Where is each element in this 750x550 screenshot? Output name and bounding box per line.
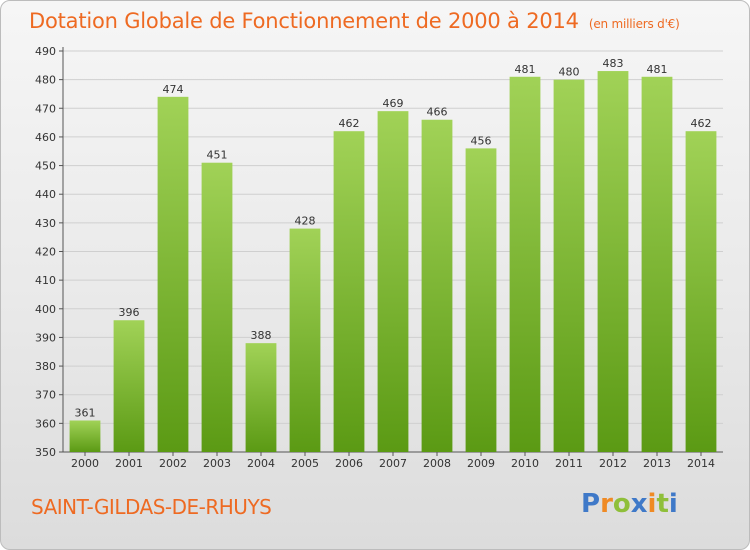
data-label: 456 [471,134,492,147]
data-label: 428 [295,215,316,228]
chart-title: Dotation Globale de Fonctionnement de 20… [29,9,680,33]
y-tick-label: 460 [35,131,56,144]
x-tick-label: 2006 [335,457,363,470]
x-tick-label: 2002 [159,457,187,470]
data-label: 462 [691,117,712,130]
bar [553,79,585,453]
data-label: 474 [163,83,184,96]
data-label: 361 [75,406,96,419]
logo-letter: i [668,489,678,519]
y-tick-label: 370 [35,389,56,402]
x-tick-label: 2000 [71,457,99,470]
data-label: 462 [339,117,360,130]
bar [289,228,321,452]
x-tick-labels: 2000 2001 2002 2003 2004 2005 2006 2007 2008 2009… [71,457,715,470]
x-tick-label: 2011 [555,457,583,470]
logo-letter: o [612,489,631,519]
data-label: 480 [559,66,580,79]
data-label: 451 [207,149,228,162]
logo-letter: P [581,489,601,519]
data-label: 396 [119,306,140,319]
y-tick-label: 440 [35,188,56,201]
y-tick-label: 450 [35,160,56,173]
logo-letter: t [656,489,669,519]
y-tick-label: 420 [35,246,56,259]
bar [377,111,409,453]
commune-name: SAINT-GILDAS-DE-RHUYS [31,495,272,519]
bars [69,71,717,453]
x-tick-label: 2014 [687,457,715,470]
data-label: 481 [515,63,536,76]
bar [157,96,189,452]
bar [597,71,629,453]
y-tick-labels: 350 360 370 380 390 400 410 420 430 440 450 460 470 4… [35,45,56,459]
x-tick-label: 2009 [467,457,495,470]
logo-letter: r [600,489,613,519]
x-tick-label: 2007 [379,457,407,470]
y-tick-label: 380 [35,360,56,373]
y-tick-label: 430 [35,217,56,230]
x-tick-label: 2010 [511,457,539,470]
data-label: 481 [647,63,668,76]
y-tick-label: 470 [35,102,56,115]
bar [113,320,145,452]
x-tick-label: 2005 [291,457,319,470]
logo-letter: i [647,489,657,519]
logo-letter: x [630,489,648,519]
x-tick-label: 2008 [423,457,451,470]
y-tick-label: 480 [35,74,56,87]
bar [201,162,233,452]
y-tick-label: 390 [35,331,56,344]
data-label: 466 [427,106,448,119]
y-tick-label: 360 [35,417,56,430]
y-tick-label: 400 [35,303,56,316]
bar [69,420,101,452]
y-tick-label: 410 [35,274,56,287]
y-tick-label: 490 [35,45,56,58]
x-tick-label: 2012 [599,457,627,470]
bar [509,76,541,453]
bar [333,131,365,452]
bar-chart: 361 396 474 451 388 428 462 469 466 456 481 480 483 4… [35,45,723,470]
bar [465,148,497,452]
data-label: 388 [251,329,272,342]
x-tick-label: 2013 [643,457,671,470]
x-tick-label: 2004 [247,457,275,470]
y-tick-label: 350 [35,446,56,459]
chart-subtitle: (en milliers d'€) [588,17,680,31]
x-tick-label: 2001 [115,457,143,470]
bar [685,131,717,452]
bar [641,76,673,453]
data-label: 483 [603,57,624,70]
x-tick-label: 2003 [203,457,231,470]
data-label: 469 [383,97,404,110]
bar [421,119,453,452]
data-labels: 361 396 474 451 388 428 462 469 466 456 481 480 483 4… [75,57,712,419]
proxiti-logo: Proxiti [581,489,678,519]
bar [245,343,277,452]
